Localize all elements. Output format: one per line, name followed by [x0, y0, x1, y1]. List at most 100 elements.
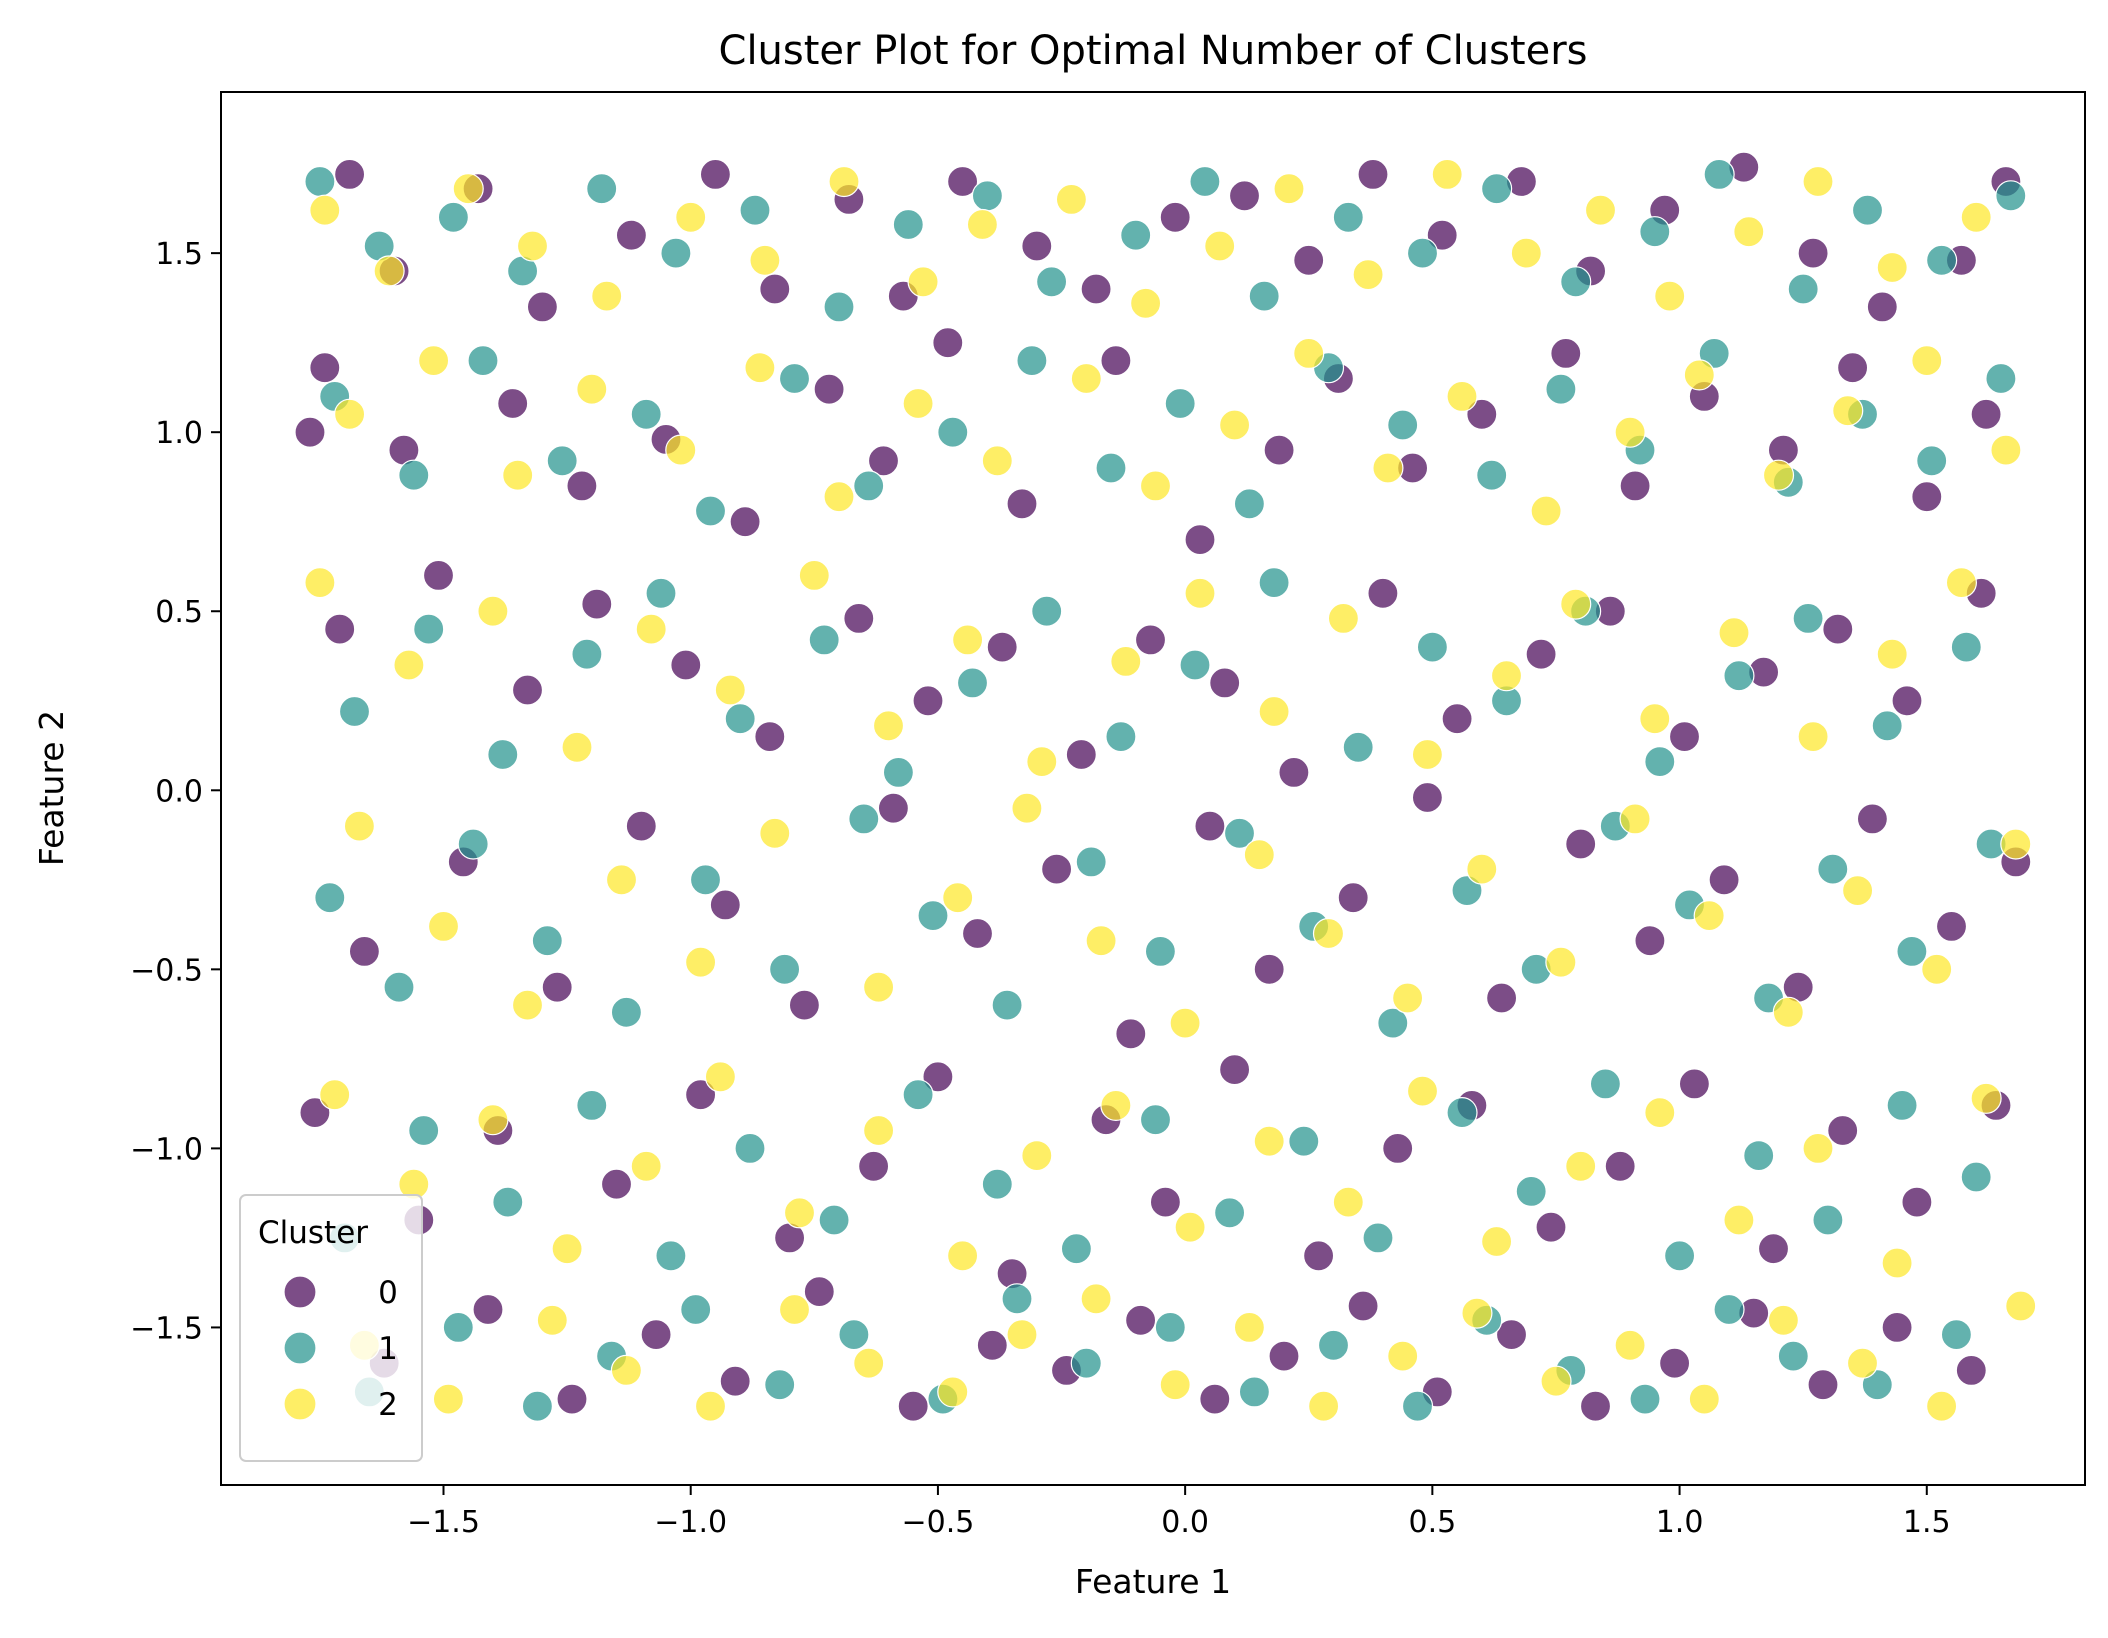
- cluster-2-point: [1026, 745, 1058, 778]
- cluster-0-point: [1021, 230, 1053, 262]
- cluster-1-point: [981, 1168, 1013, 1200]
- cluster-1-point: [1703, 158, 1735, 190]
- cluster-2-point: [610, 1354, 643, 1387]
- cluster-1-point: [457, 828, 489, 860]
- cluster-1-point: [1406, 237, 1439, 269]
- cluster-0-point: [922, 1061, 954, 1093]
- cluster-1-point: [882, 756, 915, 789]
- cluster-0-point: [1955, 1354, 1987, 1387]
- chart-title: Cluster Plot for Optimal Number of Clust…: [719, 28, 1588, 74]
- y-axis: −1.5 −1.0 −0.5 0.0 0.5 1.0 1.5: [130, 237, 221, 1346]
- cluster-2-point: [1253, 1125, 1285, 1157]
- cluster-2-point: [1233, 1311, 1266, 1344]
- cluster-0-point: [788, 989, 821, 1021]
- cluster-2-point: [1243, 839, 1275, 871]
- cluster-2-point: [1080, 1283, 1112, 1315]
- cluster-2-point: [1921, 953, 1953, 985]
- cluster-2-point: [1530, 495, 1562, 527]
- cluster-1-point: [1223, 817, 1256, 849]
- cluster-2-point: [511, 989, 544, 1021]
- x-tick-label: 0.0: [1161, 1505, 1209, 1540]
- cluster-1-point: [1629, 1383, 1661, 1415]
- cluster-1-point: [467, 345, 499, 377]
- cluster-2-point: [432, 1383, 464, 1415]
- cluster-2-point: [1841, 874, 1874, 907]
- cluster-2-point: [427, 910, 460, 943]
- cluster-2-point: [1129, 287, 1162, 319]
- cluster-0-point: [324, 613, 356, 645]
- cluster-1-point: [1031, 595, 1063, 627]
- cluster-1-point: [764, 1369, 796, 1401]
- cluster-1-point: [1416, 631, 1449, 663]
- cluster-1-point: [838, 1318, 870, 1351]
- cluster-2-point: [319, 1079, 351, 1111]
- cluster-0-point: [1550, 337, 1582, 369]
- cluster-0-point: [1881, 1311, 1913, 1344]
- cluster-0-point: [1807, 1369, 1839, 1401]
- cluster-0-point: [946, 165, 979, 198]
- cluster-1-point: [848, 803, 880, 835]
- cluster-0-point: [986, 631, 1018, 663]
- cluster-2-point: [1797, 720, 1829, 753]
- cluster-1-point: [1451, 874, 1483, 907]
- cluster-1-point: [1925, 244, 1958, 276]
- cluster-2-point: [1693, 899, 1725, 932]
- y-tick-label: −1.5: [130, 1311, 203, 1346]
- y-tick-label: −0.5: [130, 953, 203, 988]
- cluster-1-point: [1070, 1347, 1102, 1379]
- legend: Cluster 0 1 2: [239, 1194, 423, 1462]
- cluster-1-point: [808, 624, 840, 656]
- cluster-2-point: [1218, 409, 1251, 441]
- cluster-1-point: [437, 201, 469, 233]
- cluster-2-point: [966, 208, 999, 241]
- cluster-2-point: [759, 817, 791, 849]
- cluster-2-point: [1925, 1390, 1958, 1422]
- cluster-2-point: [536, 1304, 568, 1336]
- cluster-0-point: [294, 416, 326, 448]
- cluster-2-point: [1169, 1007, 1201, 1039]
- cluster-0-point: [497, 387, 529, 420]
- cluster-1-point: [778, 362, 811, 395]
- cluster-0-point: [1293, 244, 1325, 276]
- cluster-1-point: [1179, 649, 1211, 681]
- cluster-1-point: [1589, 1068, 1622, 1100]
- cluster-1-point: [1075, 846, 1107, 878]
- cluster-1-point: [1851, 194, 1884, 226]
- cluster-1-point: [1940, 1318, 1973, 1351]
- cluster-0-point: [334, 158, 366, 190]
- x-axis-label: Feature 1: [1075, 1562, 1231, 1601]
- cluster-1-point: [487, 738, 519, 771]
- y-axis-label: Feature 2: [32, 710, 71, 866]
- cluster-1-point: [1995, 180, 2027, 212]
- cluster-0-point: [729, 506, 761, 538]
- cluster-1-point: [398, 459, 430, 491]
- cluster-2-point: [946, 1240, 979, 1272]
- cluster-1-point: [1016, 345, 1048, 377]
- x-tick-label: −1.0: [654, 1505, 727, 1540]
- cluster-0-point: [1149, 1186, 1182, 1218]
- y-tick-label: 0.5: [155, 595, 203, 630]
- cluster-1-point: [546, 445, 578, 477]
- cluster-2-point: [1832, 395, 1864, 427]
- cluster-0-point: [1357, 158, 1389, 190]
- cluster-2-point: [1204, 230, 1236, 262]
- cluster-1-point: [1401, 1390, 1434, 1422]
- cluster-2-point: [1184, 577, 1216, 609]
- cluster-2-point: [1767, 1304, 1800, 1336]
- cluster-2-point: [942, 882, 974, 914]
- cluster-2-point: [1802, 165, 1834, 198]
- cluster-2-point: [1545, 946, 1577, 978]
- cluster-0-point: [897, 1390, 929, 1422]
- cluster-2-point: [1055, 183, 1088, 215]
- cluster-1-point: [1164, 387, 1196, 420]
- cluster-0-point: [1757, 1233, 1790, 1265]
- cluster-2-point: [452, 173, 484, 205]
- cluster-0-point: [1495, 1318, 1528, 1351]
- cluster-2-point: [1466, 853, 1498, 885]
- cluster-0-point: [615, 219, 648, 251]
- cluster-1-point: [917, 899, 949, 932]
- cluster-2-point: [1011, 792, 1043, 824]
- cluster-0-point: [1194, 810, 1226, 842]
- cluster-2-point: [1970, 1082, 2002, 1114]
